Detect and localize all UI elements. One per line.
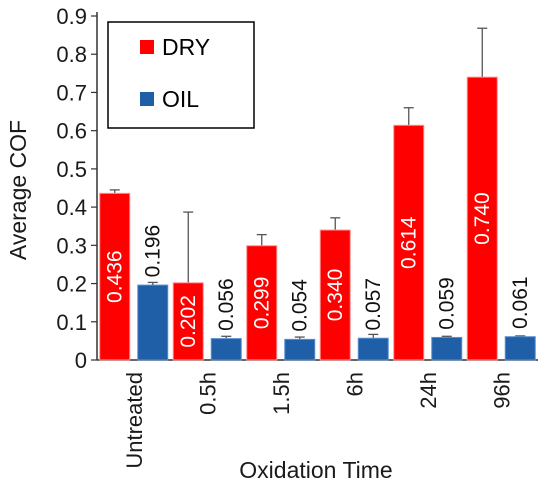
data-label-dry: 0.436 — [104, 250, 127, 303]
legend-label-dry: DRY — [162, 34, 210, 60]
legend-box — [107, 21, 255, 129]
bar-oil — [210, 338, 242, 361]
y-tick-label: 0.2 — [56, 272, 87, 297]
y-tick-label: 0.6 — [56, 119, 87, 144]
data-label-dry: 0.202 — [177, 295, 200, 348]
data-label-dry: 0.340 — [324, 269, 347, 322]
legend-swatch-oil — [140, 92, 154, 106]
y-axis-title: Average COF — [5, 120, 31, 260]
data-label-dry: 0.614 — [398, 216, 421, 269]
data-label-oil: 0.056 — [215, 278, 238, 331]
bar-dry — [246, 245, 278, 361]
x-axis-title: Oxidation Time — [239, 457, 392, 483]
bar-oil — [137, 284, 169, 361]
data-label-dry: 0.740 — [471, 192, 494, 245]
y-tick-label: 0.7 — [56, 80, 87, 105]
legend: DRY OIL — [107, 21, 255, 129]
data-label-oil: 0.057 — [362, 278, 385, 331]
y-tick-label: 0.9 — [56, 4, 87, 29]
data-label-oil: 0.054 — [289, 279, 312, 332]
bar-oil — [504, 336, 536, 361]
y-tick-label: 0.8 — [56, 42, 87, 67]
bar-oil — [284, 338, 316, 361]
plot-area: 0 0.1 0.2 0.3 0.4 0.5 0.6 0.7 0.8 0.9 0.436 0.196 Un… — [56, 4, 538, 469]
bar-oil — [357, 337, 389, 361]
x-tick-label: 1.5h — [269, 372, 294, 415]
x-tick-label: 24h — [416, 372, 441, 409]
x-tick-label: 0.5h — [195, 372, 220, 415]
bar-dry — [172, 282, 204, 361]
y-tick-label: 0.3 — [56, 233, 87, 258]
y-tick-label: 0.5 — [56, 157, 87, 182]
bar-dry — [466, 76, 498, 361]
bar-oil — [431, 336, 463, 361]
bar-dry — [319, 229, 351, 361]
data-label-oil: 0.059 — [436, 277, 459, 330]
y-tick-label: 0 — [75, 348, 87, 373]
data-label-oil: 0.061 — [509, 276, 532, 329]
x-tick-label: Untreated — [122, 372, 147, 469]
bar-dry — [99, 192, 131, 361]
data-label-oil: 0.196 — [142, 225, 165, 278]
y-tick-label: 0.4 — [56, 195, 87, 220]
x-tick-label: 96h — [489, 372, 514, 409]
legend-label-oil: OIL — [162, 86, 199, 112]
legend-swatch-dry — [140, 40, 154, 54]
data-label-dry: 0.299 — [251, 277, 274, 330]
x-tick-label: 6h — [342, 372, 367, 396]
bar-dry — [393, 124, 425, 361]
y-tick-label: 0.1 — [56, 310, 87, 335]
